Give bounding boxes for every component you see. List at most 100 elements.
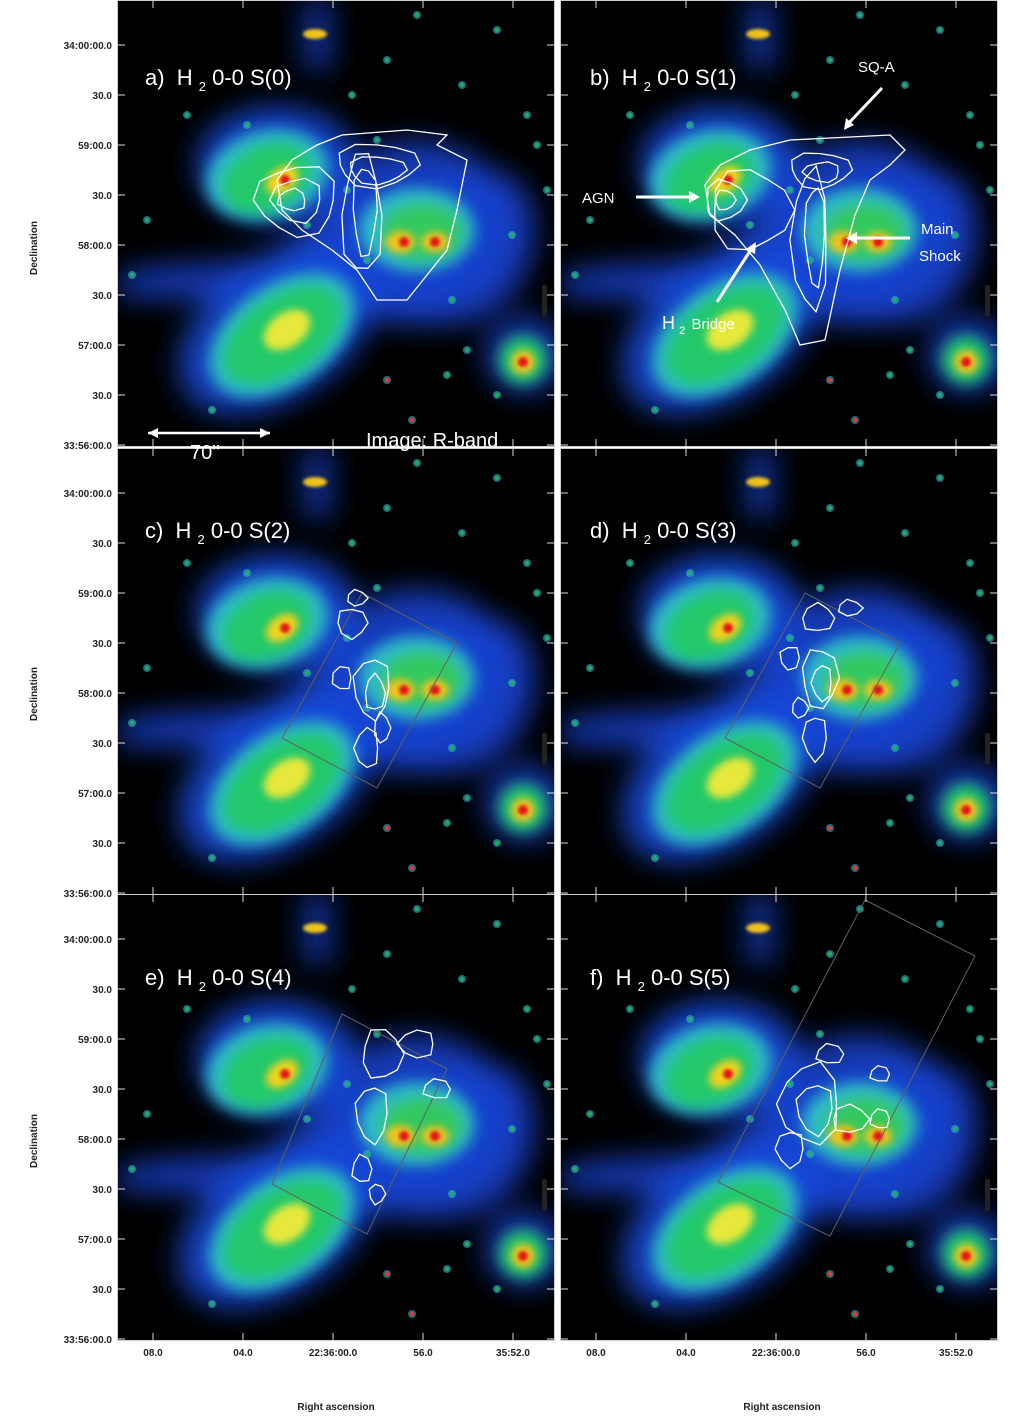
bridge-species: H [662, 313, 675, 333]
dec-tick-label-row1-5: 58:00.0 [78, 241, 112, 252]
panel-b-annotations: SQ-A AGN Main Shock H 2 Bridge [582, 59, 961, 338]
ra-tick-label-col2-5: 35:52.0 [939, 1348, 973, 1359]
panel-e-line: 0-0 S(4) [212, 965, 291, 990]
panel-a [117, 0, 555, 447]
panel-d-contours [779, 598, 865, 764]
panel-a-title: a) H 2 0-0 S(0) [145, 65, 292, 96]
ra-tick-label-col1-3: 22:36:00.0 [309, 1348, 358, 1359]
panel-c-tag: c) [145, 518, 163, 543]
panel-b [560, 0, 998, 447]
panel-c-title: c) H 2 0-0 S(2) [145, 518, 290, 549]
h2-bridge-label: H 2 Bridge [662, 313, 735, 338]
panel-b-subscript: 2 [644, 79, 651, 94]
panel-f [560, 894, 1008, 1343]
panel-a-subscript: 2 [199, 79, 206, 94]
panel-e [117, 894, 565, 1343]
y-axis-label-top: Declination [29, 221, 40, 275]
panel-b-line: 0-0 S(1) [657, 65, 736, 90]
scale-bar-label: 70'' [190, 442, 220, 464]
dec-tick-label-row1-6: 30.0 [93, 291, 113, 302]
panel-d-tag: d) [590, 518, 610, 543]
panel-c-species: H [175, 518, 191, 543]
panel-titles: a) H 2 0-0 S(0) b) H 2 0-0 S(1) c) H 2 0… [145, 65, 737, 996]
panel-d-slit-outline [724, 592, 901, 789]
panel-e-tag: e) [145, 965, 165, 990]
panel-b-tag: b) [590, 65, 610, 90]
panel-f-subscript: 2 [638, 979, 645, 994]
panel-c [117, 448, 565, 897]
panel-f-tag: f) [590, 965, 603, 990]
x-axis-label-left: Right ascension [297, 1402, 374, 1413]
panel-a-species: H [177, 65, 193, 90]
dec-tick-label-row1-2: 30.0 [93, 91, 113, 102]
dec-tick-label-row2-2: 30.0 [93, 539, 113, 550]
sqa-label: SQ-A [858, 59, 895, 76]
panel-e-species: H [177, 965, 193, 990]
panel-e-contours [351, 1028, 452, 1206]
ra-tick-label-col1-5: 35:52.0 [496, 1348, 530, 1359]
main-shock-label-line1: Main [921, 221, 954, 238]
x-axis-label-right: Right ascension [743, 1402, 820, 1413]
dec-tick-label-row1-9: 33:56:00.0 [64, 441, 113, 452]
dec-tick-label-row3-6: 30.0 [93, 1185, 113, 1196]
panel-f-species: H [616, 965, 632, 990]
panel-e-subscript: 2 [199, 979, 206, 994]
dec-tick-label-row2-9: 33:56:00.0 [64, 889, 113, 900]
panel-b-title: b) H 2 0-0 S(1) [590, 65, 737, 96]
dec-tick-label-row3-5: 58:00.0 [78, 1135, 112, 1146]
dec-tick-label-row2-4: 30.0 [93, 639, 113, 650]
ra-tick-label-col2-1: 08.0 [586, 1348, 606, 1359]
panel-f-slit-outline [717, 899, 976, 1237]
dec-tick-label-row1-3: 59:00.0 [78, 141, 112, 152]
panel-c-contours [331, 588, 392, 769]
panel-d-line: 0-0 S(3) [657, 518, 736, 543]
ra-tick-label-col2-2: 04.0 [676, 1348, 696, 1359]
dec-tick-label-row3-1: 34:00:00.0 [64, 935, 113, 946]
panel-f-line: 0-0 S(5) [651, 965, 730, 990]
dec-tick-label-row3-7: 57:00.0 [78, 1235, 112, 1246]
panel-f-contours [774, 1042, 891, 1170]
dec-tick-label-row1-7: 57:00.0 [78, 341, 112, 352]
panel-a-line: 0-0 S(0) [212, 65, 291, 90]
ra-tick-label-col1-4: 56.0 [413, 1348, 433, 1359]
panel-d-subscript: 2 [644, 532, 651, 547]
panel-e-slit-outline [271, 1013, 448, 1235]
bridge-subscript: 2 [679, 325, 685, 337]
ra-tick-label-col1-1: 08.0 [143, 1348, 163, 1359]
dec-tick-label-row1-1: 34:00:00.0 [64, 41, 113, 52]
ra-tick-label-col2-4: 56.0 [856, 1348, 876, 1359]
dec-tick-label-row3-4: 30.0 [93, 1085, 113, 1096]
image-band-label: Image: R-band [366, 430, 498, 452]
dec-tick-label-row3-2: 30.0 [93, 985, 113, 996]
panel-f-rband-image [560, 894, 1008, 1343]
panel-d-species: H [622, 518, 638, 543]
dec-tick-label-row2-7: 57:00.0 [78, 789, 112, 800]
dec-tick-label-row3-3: 59:00.0 [78, 1035, 112, 1046]
panel-c-slit-outline [281, 592, 458, 789]
y-axis-label-middle: Declination [29, 667, 40, 721]
panel-b-species: H [622, 65, 638, 90]
bridge-word: Bridge [691, 316, 734, 333]
agn-label: AGN [582, 190, 615, 207]
panel-d-rband-image [560, 448, 1008, 897]
panel-a-annotations: 70'' Image: R-band [148, 428, 498, 464]
tick-labels: 34:00:00.0 30.0 59:00.0 30.0 58:00.0 30.0 57:0… [64, 41, 974, 1359]
panel-a-tag: a) [145, 65, 165, 90]
panel-a-contours [252, 129, 468, 301]
dec-tick-label-row3-8: 30.0 [93, 1285, 113, 1296]
dec-tick-label-row1-4: 30.0 [93, 191, 113, 202]
dec-tick-label-row2-5: 58:00.0 [78, 689, 112, 700]
ra-tick-label-col2-3: 22:36:00.0 [752, 1348, 801, 1359]
dec-tick-label-row2-1: 34:00:00.0 [64, 489, 113, 500]
panel-d [560, 448, 1008, 897]
y-axis-label-bottom: Declination [29, 1114, 40, 1168]
dec-tick-label-row2-8: 30.0 [93, 839, 113, 850]
panel-e-rband-image [117, 894, 565, 1343]
dec-tick-label-row3-9: 33:56:00.0 [64, 1335, 113, 1346]
panel-e-title: e) H 2 0-0 S(4) [145, 965, 292, 996]
dec-tick-label-row1-8: 30.0 [93, 391, 113, 402]
panel-c-rband-image [117, 448, 565, 897]
panel-f-title: f) H 2 0-0 S(5) [590, 965, 730, 996]
ra-tick-label-col1-2: 04.0 [233, 1348, 253, 1359]
